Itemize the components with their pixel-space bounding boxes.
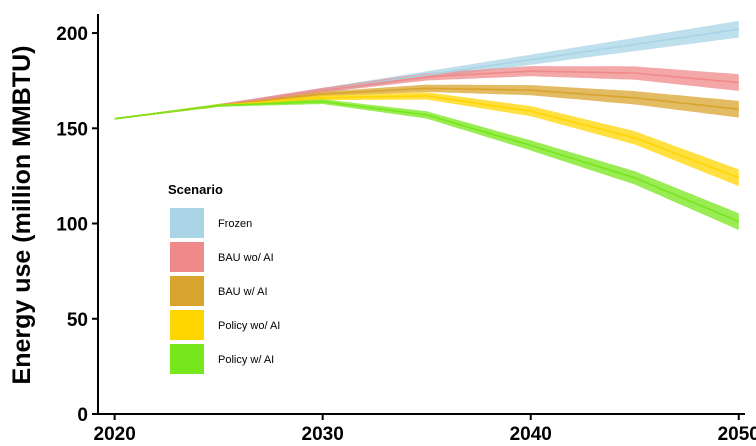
legend-label-0: Frozen xyxy=(218,218,252,230)
legend-label-3: Policy wo/ AI xyxy=(218,320,280,332)
y-tick-label-1: 50 xyxy=(67,310,88,331)
x-tick-label-3: 2050 xyxy=(718,424,756,445)
y-tick-label-3: 150 xyxy=(56,119,88,140)
band-4 xyxy=(114,99,739,230)
legend-swatch-1 xyxy=(170,242,204,272)
y-tick-label-2: 100 xyxy=(56,215,88,236)
legend-swatch-3 xyxy=(170,310,204,340)
series-bands xyxy=(114,20,739,230)
legend-swatch-0 xyxy=(170,208,204,238)
legend-title: Scenario xyxy=(168,182,223,197)
x-tick-label-0: 2020 xyxy=(94,424,136,445)
legend: Scenario Frozen BAU wo/ AI BAU w/ AI Policy… xyxy=(168,182,280,374)
y-tick-label-4: 200 xyxy=(56,24,88,45)
series-lines xyxy=(114,28,740,223)
y-tick-label-0: 0 xyxy=(77,405,88,426)
legend-label-1: BAU wo/ AI xyxy=(218,252,274,264)
y-axis-title: Energy use (million MMBTU) xyxy=(8,46,36,385)
legend-label-2: BAU w/ AI xyxy=(218,286,268,298)
x-tick-label-2: 2040 xyxy=(510,424,552,445)
legend-swatch-4 xyxy=(170,344,204,374)
x-ticks: 2020 2030 2040 2050 xyxy=(94,414,756,445)
series-line-4 xyxy=(114,100,740,223)
legend-swatch-2 xyxy=(170,276,204,306)
y-ticks: 0 50 100 150 200 xyxy=(56,24,98,426)
x-tick-label-1: 2030 xyxy=(302,424,344,445)
legend-label-4: Policy w/ AI xyxy=(218,354,274,366)
